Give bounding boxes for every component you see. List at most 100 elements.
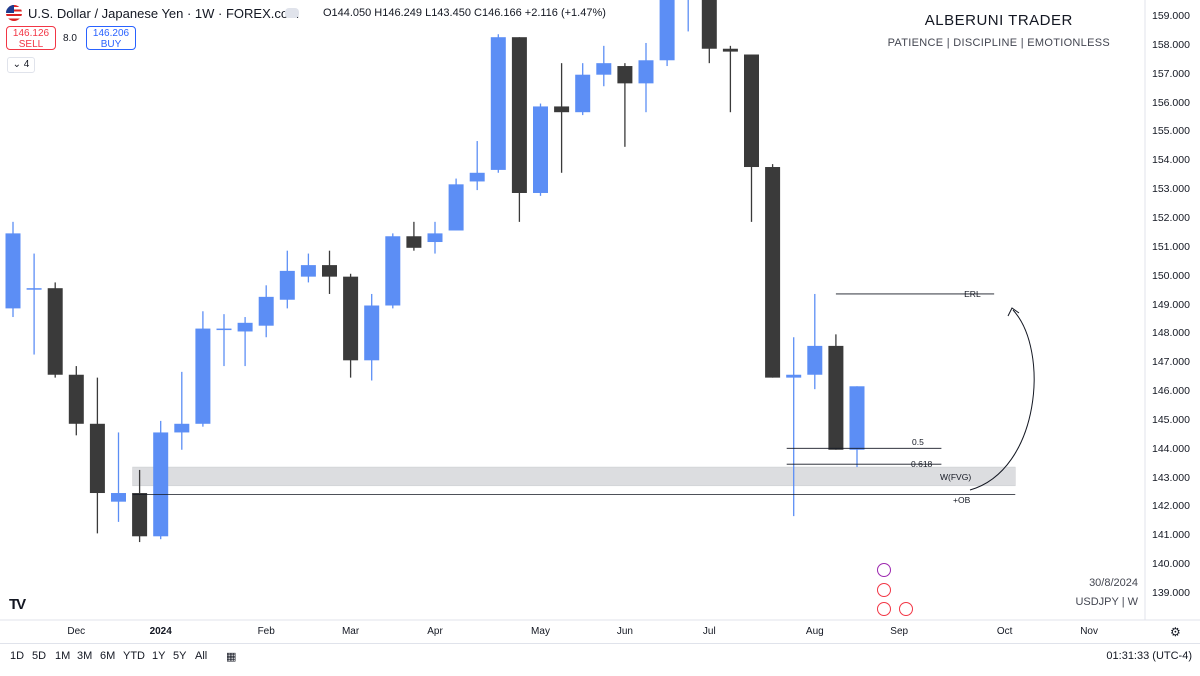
- brand-watermark: ALBERUNI TRADER PATIENCE | DISCIPLINE | …: [888, 12, 1110, 49]
- us-economic-event-icon[interactable]: [877, 602, 891, 616]
- candle-32: [687, 0, 689, 32]
- timeframe-1m[interactable]: 1M: [55, 650, 71, 662]
- timeframe-ytd[interactable]: YTD: [123, 650, 145, 662]
- timeframe-1y[interactable]: 1Y: [152, 650, 166, 662]
- bottom-toolbar: [0, 643, 1200, 676]
- y-tick-label: 139.000: [1152, 587, 1190, 599]
- timeframe-1d[interactable]: 1D: [10, 650, 25, 662]
- candle-4: [89, 377, 105, 534]
- candle-30: [638, 42, 654, 113]
- chevron-down-icon: ⌄: [12, 59, 22, 70]
- candle-15: [322, 250, 337, 294]
- y-tick-label: 149.000: [1152, 298, 1190, 311]
- collapse-legend-button[interactable]: [285, 8, 299, 18]
- candle-7: [153, 420, 169, 540]
- x-tick-label: 2024: [149, 626, 172, 637]
- candle-5: [111, 432, 126, 522]
- sell-button[interactable]: 146.126 SELL: [6, 26, 56, 50]
- y-tick-label: 152.000: [1152, 211, 1190, 224]
- sell-price: 146.126: [12, 28, 50, 39]
- buy-price: 146.206: [92, 28, 130, 39]
- y-tick-label: 148.000: [1152, 327, 1190, 340]
- annotation-label: W(FVG): [940, 472, 972, 483]
- chart-header: U.S. Dollar / Japanese Yen · 1W · FOREX.…: [6, 5, 606, 21]
- annotation-label: ERL: [964, 288, 981, 299]
- candle-24: [511, 37, 527, 222]
- lightning-event-icon[interactable]: [877, 563, 891, 577]
- candle-2: [47, 282, 63, 378]
- candle-17: [364, 293, 380, 381]
- y-tick-label: 147.000: [1152, 356, 1190, 369]
- timeframe-all[interactable]: All: [195, 650, 208, 662]
- candle-21: [448, 178, 464, 231]
- x-tick-label: Aug: [805, 626, 824, 637]
- indicator-count: 4: [23, 59, 30, 70]
- symbol-title[interactable]: U.S. Dollar / Japanese Yen · 1W · FOREX.…: [28, 5, 299, 21]
- annotation-label: 0.5: [912, 437, 924, 448]
- sell-label: SELL: [18, 39, 44, 50]
- y-tick-label: 154.000: [1152, 154, 1190, 167]
- clock-readout[interactable]: 01:31:33 (UTC-4): [1106, 650, 1192, 662]
- y-tick-label: 140.000: [1152, 558, 1190, 571]
- gear-icon[interactable]: ⚙: [1170, 625, 1181, 639]
- candle-31: [659, 0, 675, 67]
- x-tick-label: Sep: [890, 626, 909, 637]
- brand-title: ALBERUNI TRADER: [924, 12, 1073, 29]
- candle-39: [828, 334, 844, 450]
- candle-10: [216, 314, 232, 367]
- y-tick-label: 145.000: [1152, 413, 1190, 426]
- candle-13: [279, 250, 295, 309]
- candle-27: [575, 63, 591, 116]
- us-economic-event-icon-2[interactable]: [899, 602, 913, 616]
- y-tick-label: 143.000: [1152, 471, 1190, 484]
- candle-6: [132, 469, 148, 543]
- candle-28: [596, 45, 612, 87]
- us-flag-icon: [6, 5, 22, 21]
- timeframe-6m[interactable]: 6M: [100, 650, 116, 662]
- y-tick-label: 142.000: [1152, 500, 1190, 513]
- annotation-label: +OB: [953, 495, 971, 506]
- record-event-icon[interactable]: [877, 583, 891, 597]
- x-tick-label: Dec: [67, 626, 86, 637]
- x-tick-label: Apr: [427, 626, 443, 637]
- y-tick-label: 159.000: [1152, 10, 1190, 22]
- y-tick-label: 153.000: [1152, 183, 1190, 196]
- candle-11: [237, 317, 253, 367]
- candle-9: [195, 311, 211, 427]
- indicators-toggle[interactable]: ⌄ 4: [7, 57, 35, 73]
- annotation-label: 0.618: [911, 459, 933, 470]
- candle-18: [385, 233, 401, 309]
- y-tick-label: 155.000: [1152, 125, 1190, 138]
- y-tick-label: 150.000: [1152, 269, 1190, 282]
- calendar-range-icon[interactable]: ▦: [226, 651, 237, 663]
- tradingview-logo-icon[interactable]: TV: [9, 596, 26, 613]
- y-tick-label: 158.000: [1152, 38, 1190, 51]
- reversal-arrow-head: [1007, 307, 1020, 317]
- candle-40: [849, 386, 865, 468]
- timeframe-3m[interactable]: 3M: [77, 650, 93, 662]
- candle-25: [533, 103, 548, 196]
- y-tick-label: 156.000: [1152, 96, 1190, 109]
- timeframe-5d[interactable]: 5D: [32, 650, 47, 662]
- candle-26: [554, 63, 570, 173]
- candle-36: [765, 164, 781, 378]
- buy-button[interactable]: 146.206 BUY: [86, 26, 136, 50]
- candle-1: [26, 253, 42, 355]
- fvg-zone: [132, 466, 1016, 487]
- spread-value: 8.0: [63, 33, 77, 44]
- candle-23: [490, 34, 506, 173]
- candle-38: [807, 293, 823, 390]
- timeframe-5y[interactable]: 5Y: [173, 650, 187, 662]
- brand-subtitle: PATIENCE | DISCIPLINE | EMOTIONLESS: [887, 37, 1110, 49]
- x-tick-label: Jul: [702, 626, 716, 637]
- candle-37: [786, 337, 802, 517]
- buy-label: BUY: [100, 39, 122, 50]
- candle-14: [300, 253, 316, 283]
- candle-19: [406, 221, 422, 251]
- candle-29: [617, 63, 633, 147]
- x-tick-label: Oct: [996, 626, 1013, 637]
- candle-33: [701, 0, 717, 64]
- candle-16: [343, 273, 359, 378]
- candle-12: [258, 285, 274, 338]
